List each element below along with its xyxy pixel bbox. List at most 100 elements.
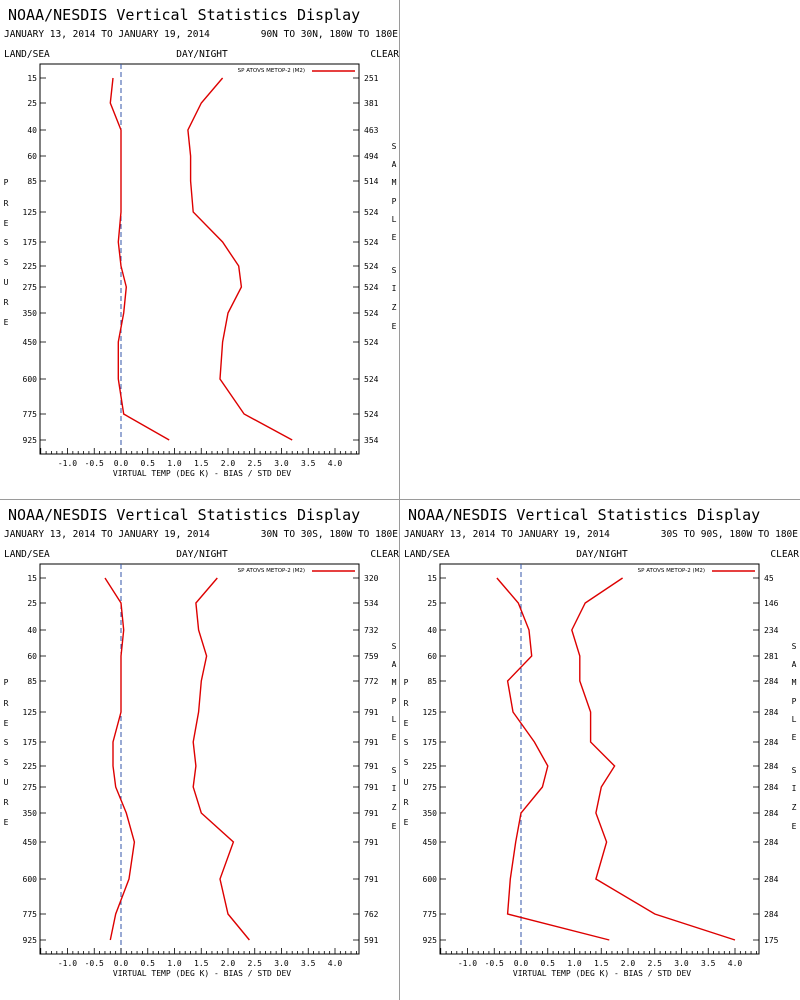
sample-size-label: 524	[364, 375, 379, 384]
sample-size-axis-letter: S	[392, 642, 397, 651]
x-tick-label: 4.0	[728, 959, 743, 968]
pressure-axis-letter: R	[4, 798, 9, 807]
header-clear: CLEAR	[370, 49, 399, 60]
x-tick-label: 0.0	[114, 959, 129, 968]
sample-size-label: 284	[764, 875, 779, 884]
sample-size-label: 524	[364, 309, 379, 318]
pressure-level-label: 275	[423, 783, 438, 792]
x-tick-label: 3.0	[274, 459, 289, 468]
sample-size-axis-letter: E	[392, 233, 397, 242]
pressure-level-label: 85	[27, 677, 37, 686]
header-land-sea: LAND/SEA	[4, 49, 50, 60]
x-tick-label: -1.0	[458, 959, 477, 968]
pressure-level-label: 125	[423, 708, 438, 717]
x-axis-label: VIRTUAL TEMP (DEG K) - BIAS / STD DEV	[513, 969, 691, 978]
sample-size-axis-letter: Z	[792, 803, 797, 812]
pressure-level-label: 25	[27, 599, 37, 608]
sample-size-axis-letter: A	[392, 160, 397, 169]
x-tick-label: 2.5	[648, 959, 663, 968]
pressure-axis-letter: E	[4, 719, 9, 728]
chart-svg: NOAA/NESDIS Vertical Statistics Display J…	[404, 506, 800, 978]
sample-size-axis-letter: L	[392, 215, 397, 224]
legend-label: SP ATOVS METOP-2 (M2)	[638, 568, 705, 574]
x-tick-label: 0.0	[514, 959, 529, 968]
subtitle-dates: JANUARY 13, 2014 TO JANUARY 19, 2014	[404, 529, 610, 540]
pressure-axis-letter: U	[404, 778, 409, 787]
sample-size-label: 759	[364, 652, 379, 661]
subtitle-region: 90N TO 30N, 180W TO 180E	[261, 29, 399, 40]
pressure-level-label: 600	[23, 875, 38, 884]
sample-size-label: 791	[364, 708, 379, 717]
pressure-level-label: 175	[23, 238, 38, 247]
sample-size-label: 463	[364, 126, 379, 135]
pressure-level-label: 85	[27, 177, 37, 186]
pressure-level-label: 600	[23, 375, 38, 384]
chart-panel-1: NOAA/NESDIS Vertical Statistics Display J…	[0, 0, 400, 500]
pressure-level-label: 40	[427, 626, 437, 635]
chart-title: NOAA/NESDIS Vertical Statistics Display	[8, 506, 360, 524]
pressure-axis-letter: R	[404, 699, 409, 708]
sample-size-axis-letter: S	[392, 766, 397, 775]
pressure-level-label: 60	[27, 652, 37, 661]
sample-size-axis-letter: M	[392, 178, 397, 187]
sample-size-axis-letter: L	[792, 715, 797, 724]
x-tick-label: -0.5	[85, 459, 104, 468]
pressure-level-label: 275	[23, 283, 38, 292]
pressure-axis-letter: U	[4, 778, 9, 787]
x-tick-label: 1.5	[594, 959, 609, 968]
sample-size-label: 524	[364, 283, 379, 292]
sample-size-label: 146	[764, 599, 779, 608]
sample-size-label: 234	[764, 626, 779, 635]
pressure-level-label: 15	[27, 574, 37, 583]
sample-size-axis-letter: P	[792, 697, 797, 706]
pressure-level-label: 775	[23, 410, 38, 419]
x-tick-label: 3.0	[674, 959, 689, 968]
sample-size-axis-letter: I	[392, 284, 397, 293]
bias-series-line	[496, 577, 610, 941]
x-tick-label: 4.0	[328, 459, 343, 468]
sample-size-axis-letter: A	[392, 660, 397, 669]
x-tick-label: 4.0	[328, 959, 343, 968]
std-dev-series-line	[192, 577, 250, 941]
sample-size-axis-letter: A	[792, 660, 797, 669]
pressure-axis-letter: E	[4, 818, 9, 827]
pressure-level-label: 15	[27, 74, 37, 83]
sample-size-axis-letter: M	[392, 678, 397, 687]
x-tick-label: 2.0	[621, 959, 636, 968]
subtitle-region: 30S TO 90S, 180W TO 180E	[661, 529, 799, 540]
sample-size-label: 284	[764, 783, 779, 792]
bias-series-line	[104, 577, 136, 941]
chart-panel-2: NOAA/NESDIS Vertical Statistics Display J…	[0, 500, 400, 1000]
sample-size-label: 494	[364, 152, 379, 161]
pressure-axis-letter: S	[404, 758, 409, 767]
sample-size-axis-letter: E	[792, 733, 797, 742]
sample-size-label: 251	[364, 74, 379, 83]
chart-svg: NOAA/NESDIS Vertical Statistics Display J…	[4, 506, 400, 978]
sample-size-axis-letter: E	[392, 322, 397, 331]
pressure-level-label: 350	[23, 809, 38, 818]
x-tick-label: 3.5	[701, 959, 716, 968]
pressure-axis-letter: P	[404, 678, 409, 687]
sample-size-label: 534	[364, 599, 379, 608]
header-day-night: DAY/NIGHT	[176, 549, 228, 560]
x-tick-label: 2.0	[221, 459, 236, 468]
pressure-axis-letter: E	[404, 818, 409, 827]
header-clear: CLEAR	[370, 549, 399, 560]
x-axis-label: VIRTUAL TEMP (DEG K) - BIAS / STD DEV	[113, 469, 291, 478]
x-tick-label: 0.0	[114, 459, 129, 468]
header-clear: CLEAR	[770, 549, 799, 560]
pressure-level-label: 600	[423, 875, 438, 884]
pressure-level-label: 275	[23, 783, 38, 792]
x-tick-label: 3.5	[301, 459, 316, 468]
pressure-level-label: 175	[423, 738, 438, 747]
x-tick-label: 0.5	[141, 459, 156, 468]
sample-size-axis-letter: L	[392, 715, 397, 724]
x-tick-label: 1.5	[194, 959, 209, 968]
x-tick-label: 3.5	[301, 959, 316, 968]
x-tick-label: 0.5	[541, 959, 556, 968]
pressure-level-label: 60	[427, 652, 437, 661]
sample-size-label: 45	[764, 574, 774, 583]
sample-size-label: 524	[364, 238, 379, 247]
pressure-level-label: 350	[423, 809, 438, 818]
